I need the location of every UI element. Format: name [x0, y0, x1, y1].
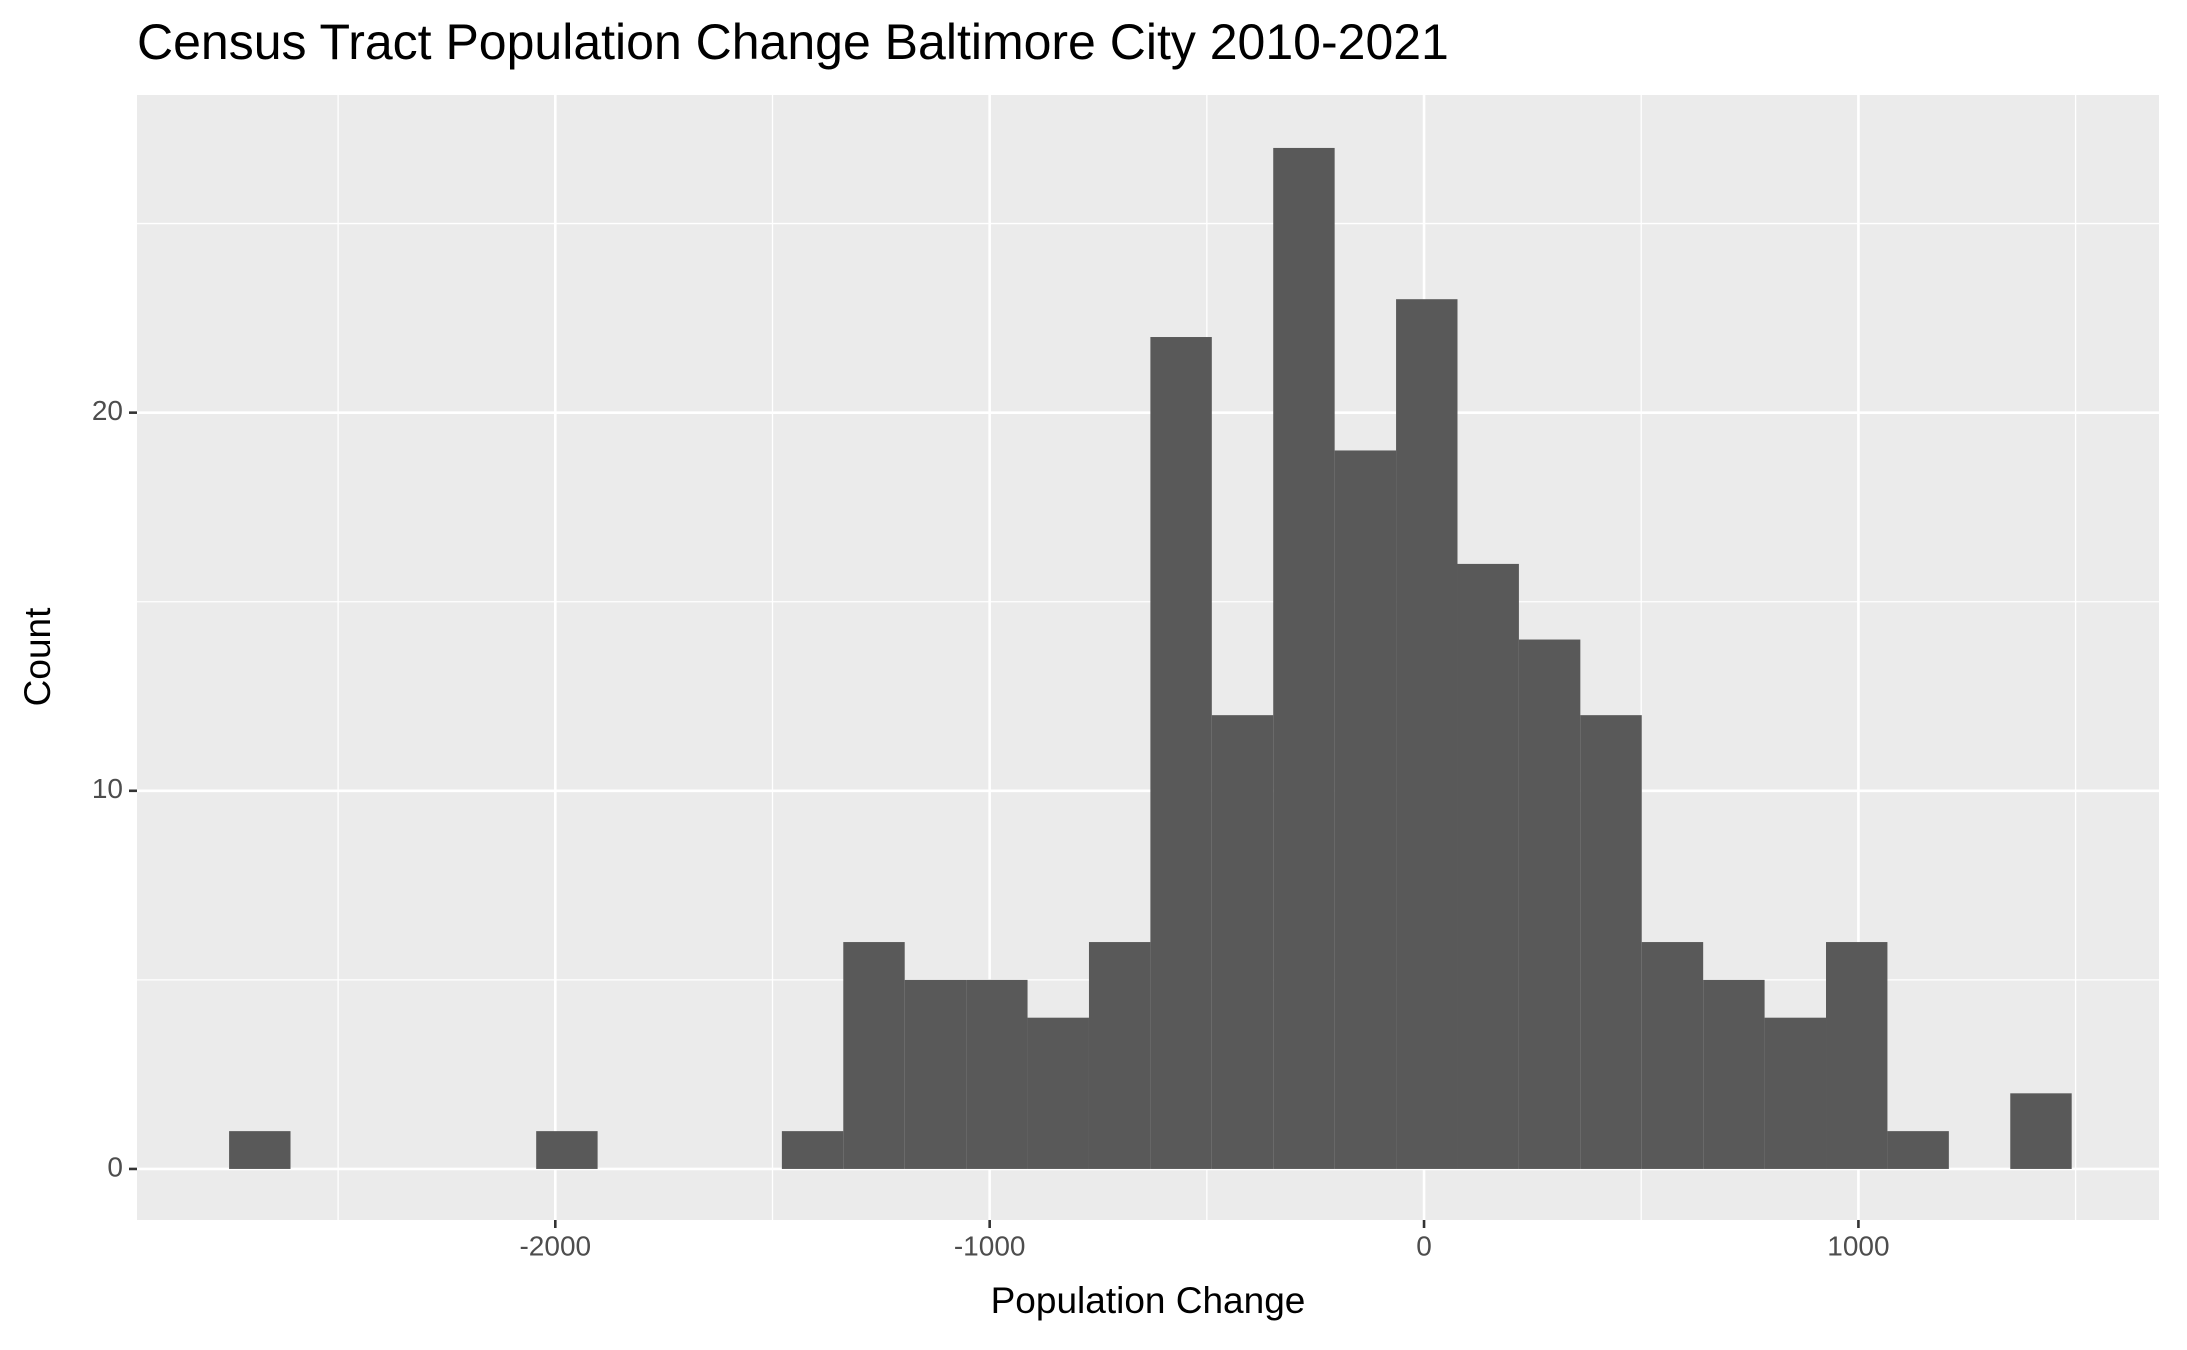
x-tick-label: 1000: [1827, 1230, 1889, 1261]
bar: [1580, 715, 1642, 1169]
bar: [1396, 299, 1458, 1169]
y-tick-label: 10: [92, 773, 123, 804]
bar: [781, 1131, 844, 1169]
bar: [1764, 1017, 1827, 1169]
bar: [1703, 979, 1765, 1169]
bar: [536, 1131, 598, 1169]
bar: [904, 979, 967, 1169]
bar: [229, 1131, 291, 1169]
x-tick-label: -1000: [954, 1230, 1026, 1261]
bar: [1088, 942, 1151, 1169]
bar: [1150, 337, 1212, 1169]
x-axis-title: Population Change: [991, 1280, 1306, 1321]
bar: [1457, 563, 1519, 1169]
bar: [1027, 1017, 1089, 1169]
y-tick-label: 20: [92, 395, 123, 426]
y-axis-title: Count: [17, 607, 58, 706]
bar: [843, 942, 905, 1169]
y-tick-label: 0: [107, 1151, 123, 1182]
bar: [966, 979, 1028, 1169]
bar: [1887, 1131, 1949, 1169]
x-tick-label: 0: [1416, 1230, 1432, 1261]
bar: [1826, 942, 1888, 1169]
chart-title: Census Tract Population Change Baltimore…: [137, 14, 1449, 70]
bar: [1334, 450, 1397, 1169]
bar: [1641, 942, 1704, 1169]
bar: [2010, 1093, 2072, 1169]
bar: [1518, 639, 1581, 1169]
x-tick-label: -2000: [519, 1230, 591, 1261]
bar: [1273, 147, 1335, 1169]
bar: [1211, 715, 1274, 1169]
